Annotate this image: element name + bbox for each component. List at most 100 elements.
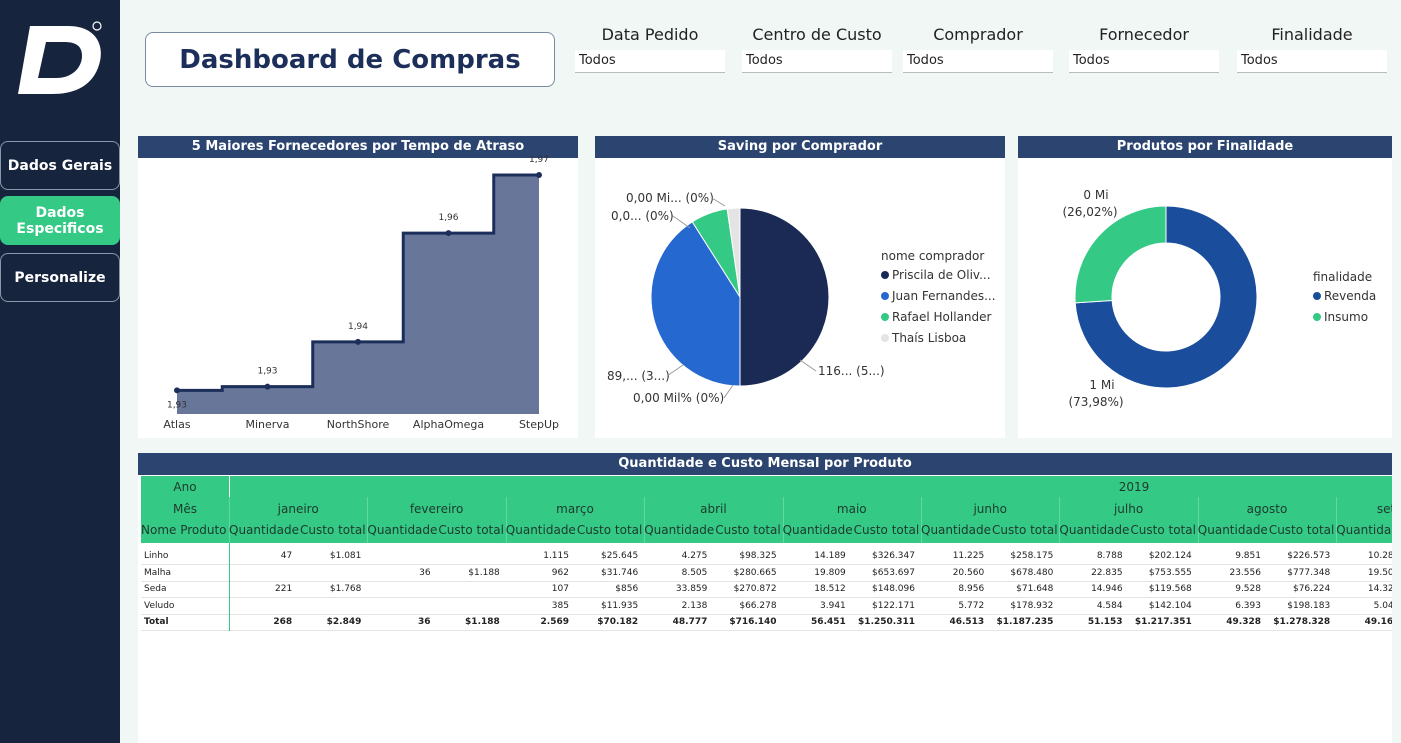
cell-value: 46.513 [949, 617, 985, 628]
row-line [141, 580, 1392, 582]
legend-swatch [881, 334, 889, 342]
data-label: 0,0... (0%) [611, 209, 674, 223]
row-label: Total [144, 617, 169, 628]
cell-value: $226.573 [1287, 551, 1331, 561]
cell-value: $753.555 [1148, 567, 1192, 578]
cell-value: 9.528 [1235, 584, 1261, 595]
cell-value: $122.171 [872, 600, 915, 611]
data-label: 1,93 [167, 400, 187, 410]
cell-value: $178.932 [1010, 600, 1054, 611]
legend-swatch [881, 292, 889, 300]
cell: maio [836, 502, 867, 516]
cell-value: 385 [551, 600, 569, 611]
cell: março [556, 502, 594, 516]
legend-label: Priscila de Oliv... [892, 268, 991, 282]
row-line [141, 564, 1392, 565]
cell-value: 20.560 [952, 567, 985, 578]
cell: Custo total [853, 523, 920, 537]
slice [1074, 205, 1167, 304]
nav-button[interactable]: Dados Especificos [0, 196, 120, 245]
cell-value: $1.188 [468, 567, 500, 578]
cell-value: $1.278.328 [1273, 617, 1331, 628]
cell-value: $11.935 [600, 600, 639, 611]
cell-value: $66.278 [739, 600, 777, 611]
cell: Quantidade [1336, 523, 1392, 537]
legend-swatch [881, 313, 889, 321]
cell-value: 56.451 [811, 617, 846, 628]
cell: janeiro [277, 502, 319, 516]
cell-value: $678.480 [1010, 567, 1054, 578]
row-line [141, 597, 1392, 599]
separator [229, 497, 230, 543]
cell: Custo total [992, 523, 1058, 537]
data-label: 1,94 [348, 322, 368, 332]
point [355, 338, 361, 345]
legend-swatch [881, 271, 889, 279]
filter-dropdown[interactable]: Todos [903, 50, 1053, 73]
cell-value: $1.188 [465, 617, 500, 628]
cell-value: 5.045 [1373, 600, 1392, 611]
cell: Quantidade [644, 523, 715, 537]
filter-dropdown[interactable]: Todos [1237, 50, 1387, 73]
cell-value: 962 [551, 567, 569, 578]
cell: abril [700, 502, 727, 516]
data-label: 1,96 [438, 213, 458, 223]
separator [644, 497, 646, 543]
legend-label: Thaís Lisboa [891, 331, 966, 345]
filter-dropdown[interactable]: Todos [1069, 50, 1219, 73]
legend-label: Insumo [1324, 310, 1368, 324]
cell: Quantidade [367, 523, 438, 537]
cell-value: $119.568 [1148, 584, 1192, 595]
separator [1059, 497, 1061, 543]
slice [1074, 205, 1258, 389]
cell-value: $31.746 [600, 567, 639, 578]
filter-dropdown[interactable]: Todos [575, 50, 725, 73]
data-label: 0,00 Mil% (0%) [633, 391, 724, 405]
slice [726, 207, 741, 298]
cell-value: 6.393 [1235, 600, 1261, 611]
separator [229, 543, 230, 631]
cell-value: 8.788 [1096, 551, 1123, 561]
cell: Custo total [576, 523, 643, 537]
cell-value: $71.648 [1016, 584, 1054, 595]
separator [367, 497, 369, 543]
cell-value: $326.347 [872, 551, 915, 561]
cell-value: 19.508 [1367, 567, 1392, 578]
nav-button[interactable]: Dados Gerais [0, 141, 120, 190]
cell-value: $716.140 [729, 617, 777, 628]
data-label: 1,93 [257, 367, 277, 377]
cell: Nome Produto [141, 523, 227, 537]
cell-value: $70.182 [597, 617, 639, 628]
cell-value: $202.124 [1148, 551, 1192, 561]
point [174, 387, 180, 394]
data-label: 116... (5...) [818, 364, 885, 378]
nav-button[interactable]: Personalize [0, 253, 120, 302]
row-line [141, 613, 1392, 615]
slice [650, 221, 741, 387]
cell: julho [1113, 502, 1144, 516]
cell-value: 18.512 [814, 584, 846, 595]
cell-value: 268 [273, 617, 293, 628]
point [264, 383, 271, 390]
cell-value: 51.153 [1087, 617, 1123, 628]
cell: Mês [173, 502, 197, 516]
data-label: 0 Mi [1083, 188, 1108, 202]
data-label: 1,97 [529, 155, 549, 165]
cell-value: $98.325 [739, 551, 777, 561]
cell-value: 2.138 [681, 600, 708, 611]
table-header-bg [141, 476, 1392, 543]
panel-title: Produtos por Finalidade [1018, 136, 1392, 158]
filter-label: Finalidade [1271, 25, 1353, 44]
cell-value: $777.348 [1287, 567, 1331, 578]
legend-label: Juan Fernandes... [891, 289, 996, 303]
filter-dropdown[interactable]: Todos [742, 50, 892, 73]
table-panel: Quantidade e Custo Mensal por Produto Ano… [138, 453, 1392, 743]
cell-value: 19.809 [814, 567, 846, 578]
cell: Custo total [438, 523, 504, 537]
point [445, 230, 452, 237]
cell-value: 8.505 [681, 567, 708, 578]
cell: Custo total [1130, 523, 1196, 537]
legend-swatch [1313, 313, 1321, 321]
